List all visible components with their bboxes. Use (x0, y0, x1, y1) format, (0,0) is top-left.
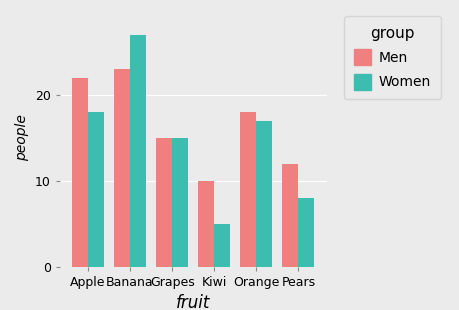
Bar (130, 35, 146, 267)
Bar (156, 138, 172, 267)
Bar (298, 198, 314, 267)
Bar (198, 181, 214, 267)
Bar (172, 138, 188, 267)
Bar (72, 78, 88, 267)
Bar (282, 164, 298, 267)
Y-axis label: people: people (15, 114, 29, 162)
Legend: Men, Women: Men, Women (343, 16, 440, 100)
Bar (114, 69, 130, 267)
Bar (240, 112, 256, 267)
Bar (214, 224, 230, 267)
X-axis label: fruit: fruit (176, 294, 210, 310)
Bar (88, 112, 104, 267)
Bar (256, 121, 272, 267)
